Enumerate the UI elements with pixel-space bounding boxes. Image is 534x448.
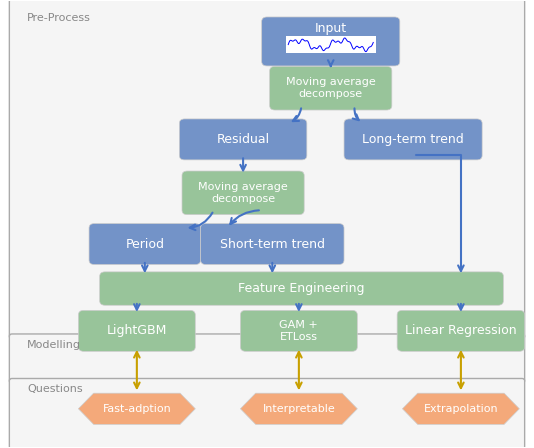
FancyBboxPatch shape: [270, 66, 392, 110]
FancyBboxPatch shape: [262, 17, 400, 66]
Text: LightGBM: LightGBM: [107, 324, 167, 337]
Text: Interpretable: Interpretable: [263, 404, 335, 414]
Text: Pre-Process: Pre-Process: [27, 13, 91, 22]
FancyBboxPatch shape: [89, 224, 201, 264]
FancyBboxPatch shape: [344, 119, 482, 160]
Text: Long-term trend: Long-term trend: [362, 133, 464, 146]
Text: Short-term trend: Short-term trend: [220, 237, 325, 250]
Text: Residual: Residual: [216, 133, 270, 146]
FancyBboxPatch shape: [10, 0, 524, 338]
FancyBboxPatch shape: [100, 272, 504, 305]
Polygon shape: [78, 393, 195, 424]
FancyBboxPatch shape: [10, 334, 524, 383]
Text: Period: Period: [125, 237, 164, 250]
Text: Questions: Questions: [27, 384, 83, 394]
FancyBboxPatch shape: [240, 310, 357, 351]
FancyBboxPatch shape: [179, 119, 307, 160]
Text: Fast-adption: Fast-adption: [103, 404, 171, 414]
FancyBboxPatch shape: [201, 224, 344, 264]
FancyBboxPatch shape: [286, 36, 376, 53]
Text: Input: Input: [315, 22, 347, 34]
Text: Moving average
decompose: Moving average decompose: [286, 78, 375, 99]
FancyBboxPatch shape: [10, 379, 524, 448]
Text: Linear Regression: Linear Regression: [405, 324, 517, 337]
Text: Extrapolation: Extrapolation: [423, 404, 498, 414]
Polygon shape: [240, 393, 357, 424]
FancyBboxPatch shape: [182, 171, 304, 215]
Text: Moving average
decompose: Moving average decompose: [198, 182, 288, 204]
Text: Feature Engineering: Feature Engineering: [238, 282, 365, 295]
Text: Modelling: Modelling: [27, 340, 81, 350]
FancyBboxPatch shape: [397, 310, 524, 351]
Polygon shape: [403, 393, 520, 424]
FancyBboxPatch shape: [78, 310, 195, 351]
Text: GAM +
ETLoss: GAM + ETLoss: [279, 320, 318, 342]
